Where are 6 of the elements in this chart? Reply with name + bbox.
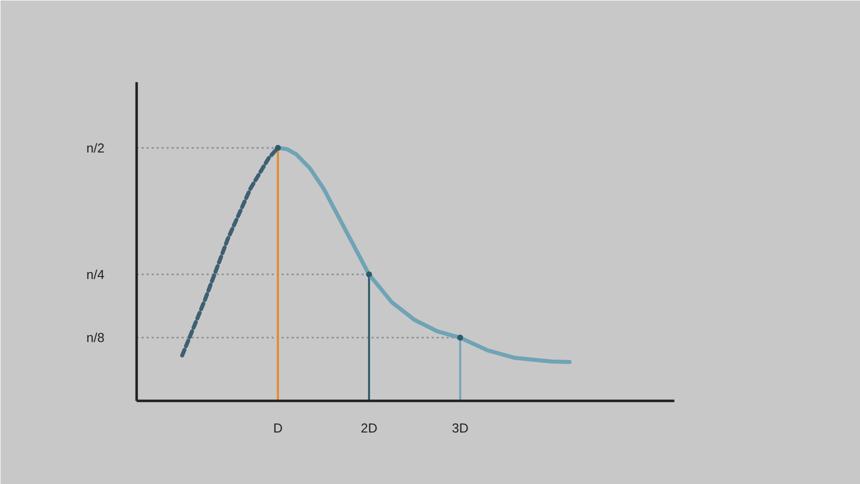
x-tick-label: 3D: [452, 420, 468, 436]
x-tick-label: D: [273, 420, 283, 436]
ref-line-label: n/4: [86, 266, 105, 282]
ref-line-label: n/2: [86, 140, 105, 156]
x-tick-label: 2D: [360, 420, 378, 436]
ref-line-label: n/8: [86, 330, 105, 346]
